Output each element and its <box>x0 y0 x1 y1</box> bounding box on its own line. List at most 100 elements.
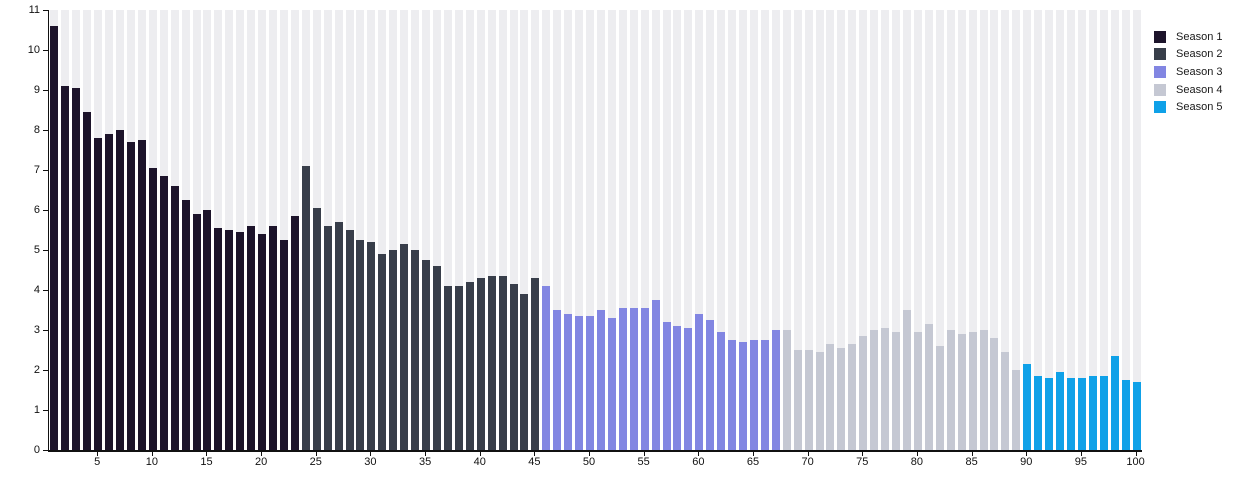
background-stripe <box>881 10 890 450</box>
background-stripe <box>1110 10 1119 450</box>
bar-season1-ep3 <box>72 88 81 450</box>
bar-season4-ep75 <box>859 336 868 450</box>
bar-slot <box>104 10 115 450</box>
legend: Season 1 Season 2 Season 3 Season 4 Season 5 <box>1154 28 1238 116</box>
bar-slot <box>180 10 191 450</box>
background-stripe <box>848 10 857 450</box>
bar-season5-ep99 <box>1121 380 1130 450</box>
bar-season1-ep17 <box>225 230 234 450</box>
bar-slot <box>268 10 279 450</box>
bar-season1-ep1 <box>50 26 59 450</box>
bar-slot <box>585 10 596 450</box>
background-stripe <box>706 10 715 450</box>
bar-slot <box>650 10 661 450</box>
legend-swatch-icon <box>1154 48 1166 61</box>
bar-season4-ep72 <box>826 344 835 450</box>
bar-slot <box>716 10 727 450</box>
bar-season5-ep91 <box>1034 376 1043 450</box>
background-stripe <box>367 10 376 450</box>
y-axis-tick-label: 4 <box>33 284 40 296</box>
bar-season4-ep82 <box>935 346 944 450</box>
bar-slot <box>738 10 749 450</box>
background-stripe <box>378 10 387 450</box>
bar-season2-ep26 <box>323 226 332 450</box>
bar-season1-ep5 <box>94 138 103 450</box>
legend-label: Season 2 <box>1176 48 1223 61</box>
bar-slot <box>158 10 169 450</box>
x-axis-tick-label: 70 <box>801 456 814 468</box>
bar-season4-ep78 <box>892 332 901 450</box>
bar-slot <box>574 10 585 450</box>
bar-slot <box>136 10 147 450</box>
x-axis-tick-label: 65 <box>746 456 760 468</box>
bar-slot <box>126 10 137 450</box>
bar-slot <box>552 10 563 450</box>
background-stripe <box>575 10 584 450</box>
legend-label: Season 4 <box>1176 83 1223 96</box>
x-axis-tick-label: 50 <box>582 456 596 468</box>
bar-season5-ep92 <box>1045 378 1054 450</box>
background-stripe <box>618 10 627 450</box>
background-stripe <box>684 10 693 450</box>
bar-slot <box>486 10 497 450</box>
bar-season2-ep43 <box>509 284 518 450</box>
background-stripe <box>979 10 988 450</box>
bar-season3-ep59 <box>684 328 693 450</box>
bar-season1-ep23 <box>290 216 299 450</box>
background-stripe <box>815 10 824 450</box>
bar-slot <box>530 10 541 450</box>
bar-slot <box>869 10 880 450</box>
x-axis-tick-mark <box>1026 452 1028 456</box>
bar-slot <box>814 10 825 450</box>
background-stripe <box>728 10 737 450</box>
bar-slot <box>60 10 71 450</box>
background-stripe <box>236 10 245 450</box>
background-stripe <box>902 10 911 450</box>
bar-season1-ep7 <box>116 130 125 450</box>
background-stripe <box>771 10 780 450</box>
bar-slot <box>606 10 617 450</box>
bar-slot <box>749 10 760 450</box>
bar-slot <box>858 10 869 450</box>
background-stripe <box>498 10 507 450</box>
bar-season1-ep14 <box>192 214 201 450</box>
bar-season2-ep40 <box>476 278 485 450</box>
bar-slot <box>945 10 956 450</box>
x-axis-tick-label: 85 <box>965 456 978 468</box>
bar-season2-ep34 <box>411 250 420 450</box>
legend-swatch-icon <box>1154 30 1166 43</box>
bar-slot <box>213 10 224 450</box>
bar-slot <box>410 10 421 450</box>
x-axis-tick-label: 10 <box>145 456 158 468</box>
bar-slot <box>628 10 639 450</box>
x-axis-tick-mark <box>97 452 99 456</box>
y-axis-tick-label: 5 <box>33 244 40 256</box>
background-stripe <box>957 10 966 450</box>
bar-slot <box>1044 10 1055 450</box>
background-stripe <box>859 10 868 450</box>
background-stripe <box>793 10 802 450</box>
bar-slot <box>1022 10 1033 450</box>
bar-season4-ep80 <box>913 332 922 450</box>
background-stripe <box>422 10 431 450</box>
bar-slot <box>279 10 290 450</box>
x-axis-tick-mark <box>151 452 153 456</box>
background-stripe <box>400 10 409 450</box>
bar-slot <box>880 10 891 450</box>
bar-season4-ep69 <box>793 350 802 450</box>
background-stripe <box>1132 10 1141 450</box>
bar-slot <box>442 10 453 450</box>
bar-slot <box>191 10 202 450</box>
bar-season3-ep66 <box>760 340 769 450</box>
background-stripe <box>673 10 682 450</box>
bar-slot <box>683 10 694 450</box>
bar-season1-ep19 <box>247 226 256 450</box>
bar-slot <box>355 10 366 450</box>
x-axis-tick-mark <box>479 452 481 456</box>
bar-season4-ep68 <box>782 330 791 450</box>
background-stripe <box>279 10 288 450</box>
legend-label: Season 5 <box>1176 101 1223 114</box>
background-stripe <box>1034 10 1043 450</box>
background-stripe <box>629 10 638 450</box>
